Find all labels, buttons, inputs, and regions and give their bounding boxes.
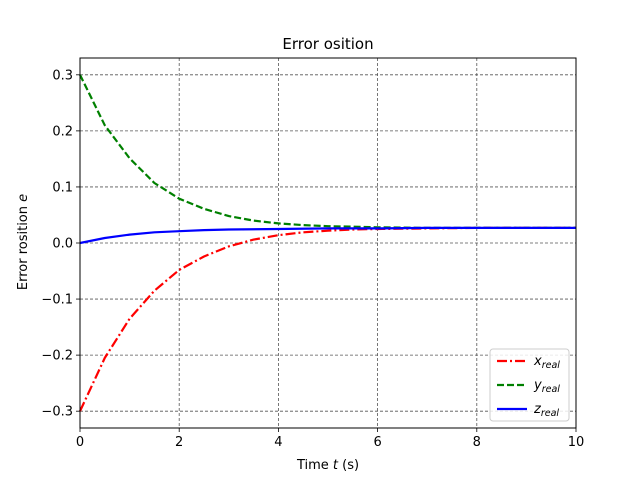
legend-label-subscript: real <box>542 360 561 371</box>
y-tick-label: −0.3 <box>41 405 73 420</box>
legend-label-base: x <box>533 354 542 369</box>
y-axis-label-prefix: Error rosition <box>16 202 31 290</box>
series-lines <box>79 74 576 412</box>
x-tick-label: 6 <box>373 435 381 450</box>
y-axis-label-var: e <box>16 194 31 202</box>
series-line-z <box>79 226 576 245</box>
x-tick-label: 4 <box>274 435 282 450</box>
axis-ticks: 0 2 4 6 8 10 −0.3 −0.2 −0.1 0.0 0.1 0.2 0.3 <box>41 68 584 450</box>
x-axis-label-var: t <box>333 458 339 473</box>
y-tick-label: 0.3 <box>52 68 73 83</box>
x-tick-label: 10 <box>568 435 585 450</box>
legend-label-base: z <box>533 402 542 417</box>
grid <box>79 58 577 428</box>
legend-label-x: xreal <box>533 354 560 371</box>
x-axis-label: Time t (s) <box>296 458 359 473</box>
y-tick-label: −0.2 <box>41 349 73 364</box>
y-tick-label: 0.2 <box>52 124 73 139</box>
chart-title: Error osition <box>282 35 373 53</box>
y-tick-label: −0.1 <box>41 293 73 308</box>
x-axis-label-prefix: Time <box>296 458 333 473</box>
series-line-y <box>79 74 576 229</box>
legend-frame <box>489 348 570 422</box>
y-tick-label: 0.0 <box>52 237 73 252</box>
legend-label-z: zreal <box>533 402 559 419</box>
legend-label-base: y <box>533 378 542 393</box>
legend-label-subscript: real <box>542 384 561 395</box>
x-tick-label: 2 <box>175 435 183 450</box>
y-tick-label: 0.1 <box>52 180 73 195</box>
y-axis-label: Error rosition e <box>16 194 31 290</box>
x-axis-label-suffix: (s) <box>338 458 359 473</box>
x-tick-label: 8 <box>473 435 481 450</box>
x-tick-label: 0 <box>76 435 84 450</box>
legend-label-y: yreal <box>533 378 560 395</box>
legend-label-subscript: real <box>541 408 560 419</box>
